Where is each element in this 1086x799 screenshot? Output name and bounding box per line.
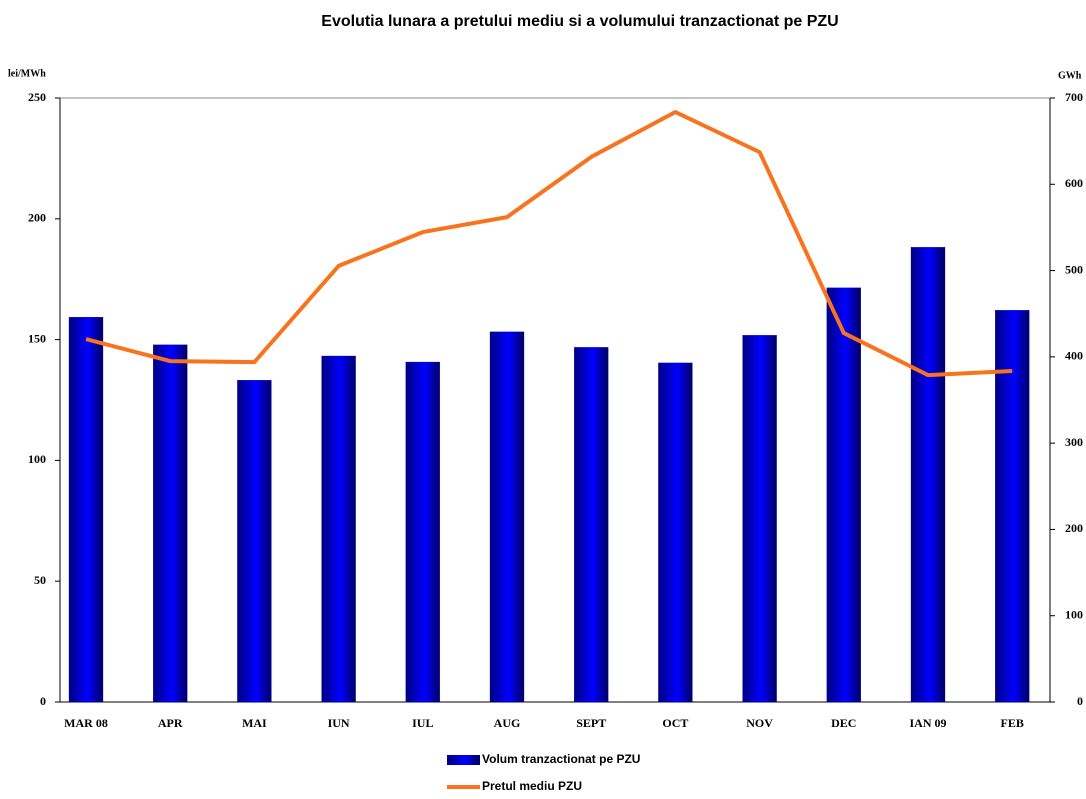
y2-tick-label: 100 — [1065, 607, 1083, 621]
y2-tick-label: 600 — [1065, 176, 1083, 190]
x-tick-label: DEC — [831, 716, 856, 730]
y-tick-label: 50 — [34, 573, 46, 587]
bar — [742, 335, 777, 703]
x-tick-label: IUN — [328, 716, 350, 730]
x-tick-label: MAI — [242, 716, 267, 730]
y2-tick-label: 200 — [1065, 521, 1083, 535]
y-tick-label: 150 — [28, 331, 46, 345]
y2-tick-label: 300 — [1065, 435, 1083, 449]
bar — [995, 310, 1030, 703]
x-tick-label: SEPT — [576, 716, 606, 730]
x-tick-label: IUL — [412, 716, 433, 730]
x-tick-label: OCT — [662, 716, 688, 730]
y2-tick-label: 700 — [1065, 90, 1083, 104]
x-tick-label: FEB — [1001, 716, 1024, 730]
y2-axis-label: GWh — [1058, 70, 1082, 81]
x-tick-label: APR — [158, 716, 183, 730]
legend-swatch — [447, 755, 480, 765]
bar — [658, 362, 693, 703]
y-axis-label: lei/MWh — [8, 68, 46, 79]
x-tick-label: AUG — [494, 716, 521, 730]
x-tick-label: IAN 09 — [909, 716, 946, 730]
y-tick-label: 100 — [28, 452, 46, 466]
bar — [489, 331, 525, 703]
y-tick-label: 0 — [40, 694, 46, 708]
bar — [237, 380, 272, 703]
bar — [826, 287, 861, 703]
x-tick-label: MAR 08 — [64, 716, 108, 730]
bar — [405, 361, 440, 703]
line — [85, 110, 1013, 378]
y2-tick-label: 500 — [1065, 262, 1083, 276]
bar — [68, 317, 104, 703]
bar — [321, 355, 356, 703]
bar — [153, 344, 188, 703]
legend-label: Pretul mediu PZU — [482, 779, 582, 793]
bar — [574, 347, 609, 703]
legend-label: Volum tranzactionat pe PZU — [482, 752, 640, 766]
bar — [910, 247, 946, 703]
y-tick-label: 200 — [28, 211, 46, 225]
y2-tick-label: 400 — [1065, 349, 1083, 363]
chart-title: Evolutia lunara a pretului mediu si a vo… — [321, 13, 838, 30]
y-tick-label: 250 — [28, 90, 46, 104]
x-tick-label: NOV — [746, 716, 773, 730]
y2-tick-label: 0 — [1077, 694, 1083, 708]
